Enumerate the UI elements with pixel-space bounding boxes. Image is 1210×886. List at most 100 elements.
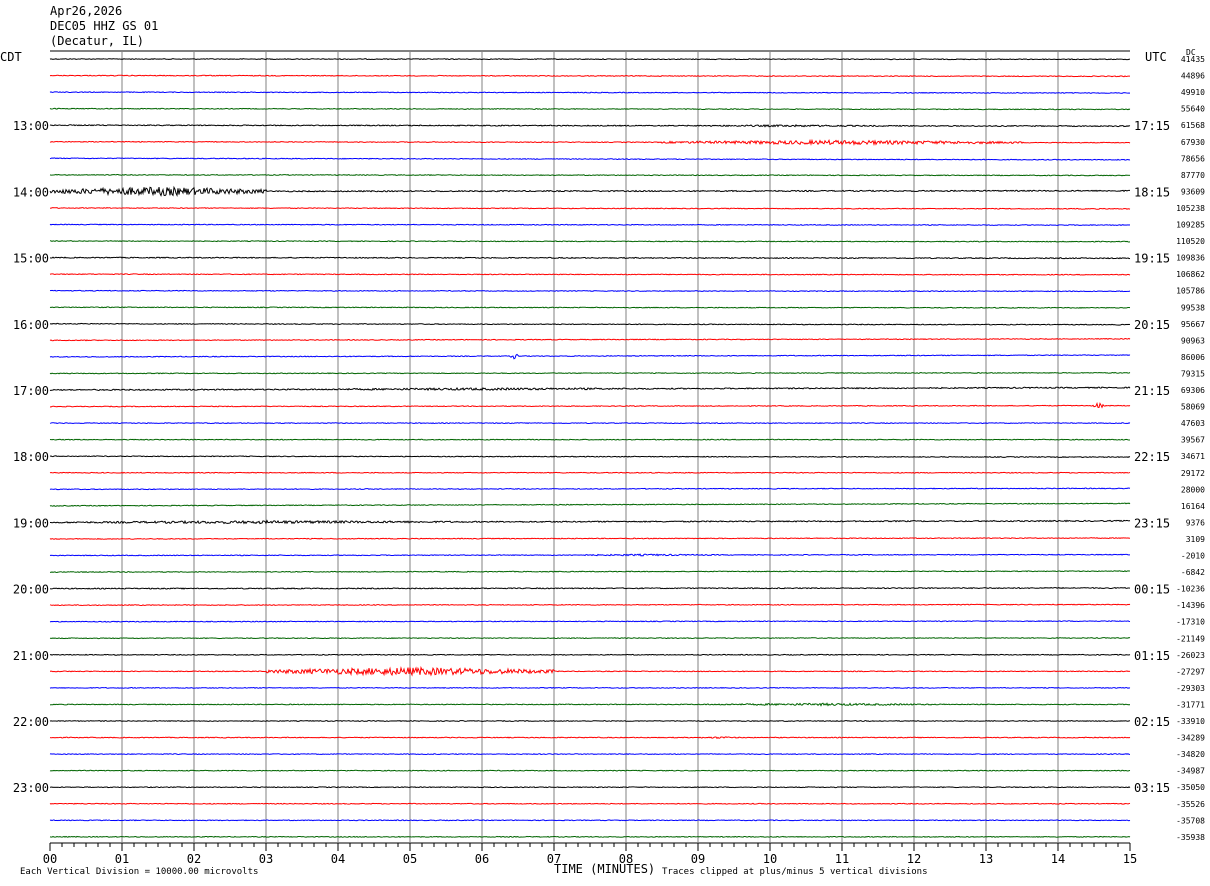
dc-offset-label: -35708 (1176, 816, 1205, 825)
dc-offset-label: 106862 (1176, 270, 1205, 279)
dc-offset-label: 105786 (1176, 287, 1205, 296)
cdt-hour-label: 19:00 (13, 516, 49, 530)
dc-offset-label: 41435 (1181, 55, 1205, 64)
dc-label: DC (1186, 48, 1196, 57)
x-tick-label: 11 (835, 852, 849, 866)
dc-offset-label: -17310 (1176, 618, 1205, 627)
dc-offset-label: 90963 (1181, 336, 1205, 345)
trace-line (49, 173, 1131, 177)
x-tick-label: 10 (763, 852, 777, 866)
trace-line (49, 107, 1131, 111)
trace-line (49, 537, 1131, 540)
utc-hour-label: 21:15 (1134, 384, 1170, 398)
utc-hour-label: 18:15 (1134, 185, 1170, 199)
dc-offset-label: 49910 (1181, 88, 1205, 97)
dc-offset-label: -34987 (1176, 767, 1205, 776)
left-timezone-label: CDT (0, 50, 22, 64)
cdt-hour-label: 20:00 (13, 583, 49, 597)
cdt-hour-label: 16:00 (13, 318, 49, 332)
dc-offset-label: -35938 (1176, 833, 1205, 842)
dc-offset-label: 78656 (1181, 154, 1205, 163)
dc-offset-label: 95667 (1181, 320, 1205, 329)
dc-offset-label: -35050 (1176, 783, 1205, 792)
cdt-hour-label: 22:00 (13, 715, 49, 729)
dc-offset-label: 87770 (1181, 171, 1205, 180)
x-tick-label: 04 (331, 852, 345, 866)
dc-offset-label: -33910 (1176, 717, 1205, 726)
trace-line (49, 402, 1131, 409)
dc-offset-label: -2010 (1181, 552, 1205, 561)
dc-offset-label: 109836 (1176, 254, 1205, 263)
x-tick-label: 12 (907, 852, 921, 866)
trace-line (49, 289, 1131, 293)
x-tick-label: 13 (979, 852, 993, 866)
dc-offset-label: 105238 (1176, 204, 1205, 213)
dc-offset-label: 28000 (1181, 485, 1205, 494)
cdt-hour-label: 17:00 (13, 384, 49, 398)
trace-line (49, 74, 1131, 78)
trace-line (49, 438, 1131, 441)
trace-line (49, 835, 1131, 838)
trace-line (49, 273, 1131, 276)
dc-offset-label: 44896 (1181, 72, 1205, 81)
trace-line (49, 58, 1131, 61)
clip-note: Traces clipped at plus/minus 5 vertical … (662, 867, 928, 877)
trace-line (49, 586, 1131, 590)
dc-offset-label: 93609 (1181, 187, 1205, 196)
x-tick-label: 01 (115, 852, 129, 866)
trace-line (49, 769, 1131, 772)
utc-hour-label: 20:15 (1134, 318, 1170, 332)
dc-offset-label: 16164 (1181, 502, 1205, 511)
trace-line (49, 702, 1131, 707)
utc-hour-label: 17:15 (1134, 119, 1170, 133)
header-date: Apr26,2026 (50, 4, 123, 18)
header-station: DEC05 HHZ GS 01 (50, 19, 159, 33)
dc-offset-label: 39567 (1181, 436, 1205, 445)
cdt-hour-label: 15:00 (13, 252, 49, 266)
trace-line (49, 322, 1131, 326)
trace-line (49, 256, 1131, 260)
trace-line (49, 502, 1131, 507)
utc-hour-label: 00:15 (1134, 583, 1170, 597)
trace-line (49, 819, 1131, 822)
utc-hour-label: 02:15 (1134, 715, 1170, 729)
dc-offset-label: -14396 (1176, 601, 1205, 610)
trace-line (49, 91, 1131, 94)
trace-line (49, 736, 1131, 740)
cdt-hour-label: 14:00 (13, 185, 49, 199)
dc-offset-label: 47603 (1181, 419, 1205, 428)
dc-offset-label: 110520 (1176, 237, 1205, 246)
trace-line (49, 553, 1130, 557)
trace-line (49, 603, 1131, 607)
utc-hour-label: 03:15 (1134, 781, 1170, 795)
trace-line (49, 207, 1131, 210)
x-axis-title: TIME (MINUTES) (554, 862, 656, 876)
x-tick-label: 09 (691, 852, 705, 866)
trace-line (49, 185, 1130, 197)
cdt-hour-label: 23:00 (13, 781, 49, 795)
trace-line (49, 422, 1131, 425)
dc-offset-label: -34289 (1176, 734, 1205, 743)
right-timezone-label: UTC (1145, 50, 1167, 64)
dc-offset-label: -31771 (1176, 700, 1205, 709)
trace-line (49, 519, 1131, 525)
utc-hour-label: 22:15 (1134, 450, 1170, 464)
trace-line (49, 637, 1131, 640)
dc-offset-label: 86006 (1181, 353, 1205, 362)
dc-offset-label: -26023 (1176, 651, 1205, 660)
trace-line (49, 306, 1131, 309)
trace-line (49, 124, 1131, 128)
dc-offset-label: 34671 (1181, 452, 1205, 461)
dc-offset-label: 67930 (1181, 138, 1205, 147)
x-tick-label: 07 (547, 852, 561, 866)
trace-line (49, 487, 1131, 491)
trace-line (49, 719, 1131, 723)
dc-offset-label: -29303 (1176, 684, 1205, 693)
utc-hour-label: 01:15 (1134, 649, 1170, 663)
x-tick-label: 08 (619, 852, 633, 866)
dc-offset-label: 79315 (1181, 369, 1205, 378)
trace-line (49, 665, 1131, 677)
x-tick-label: 00 (43, 852, 57, 866)
dc-offset-label: -10236 (1176, 585, 1205, 594)
scale-note: Each Vertical Division = 10000.00 microv… (20, 867, 259, 877)
